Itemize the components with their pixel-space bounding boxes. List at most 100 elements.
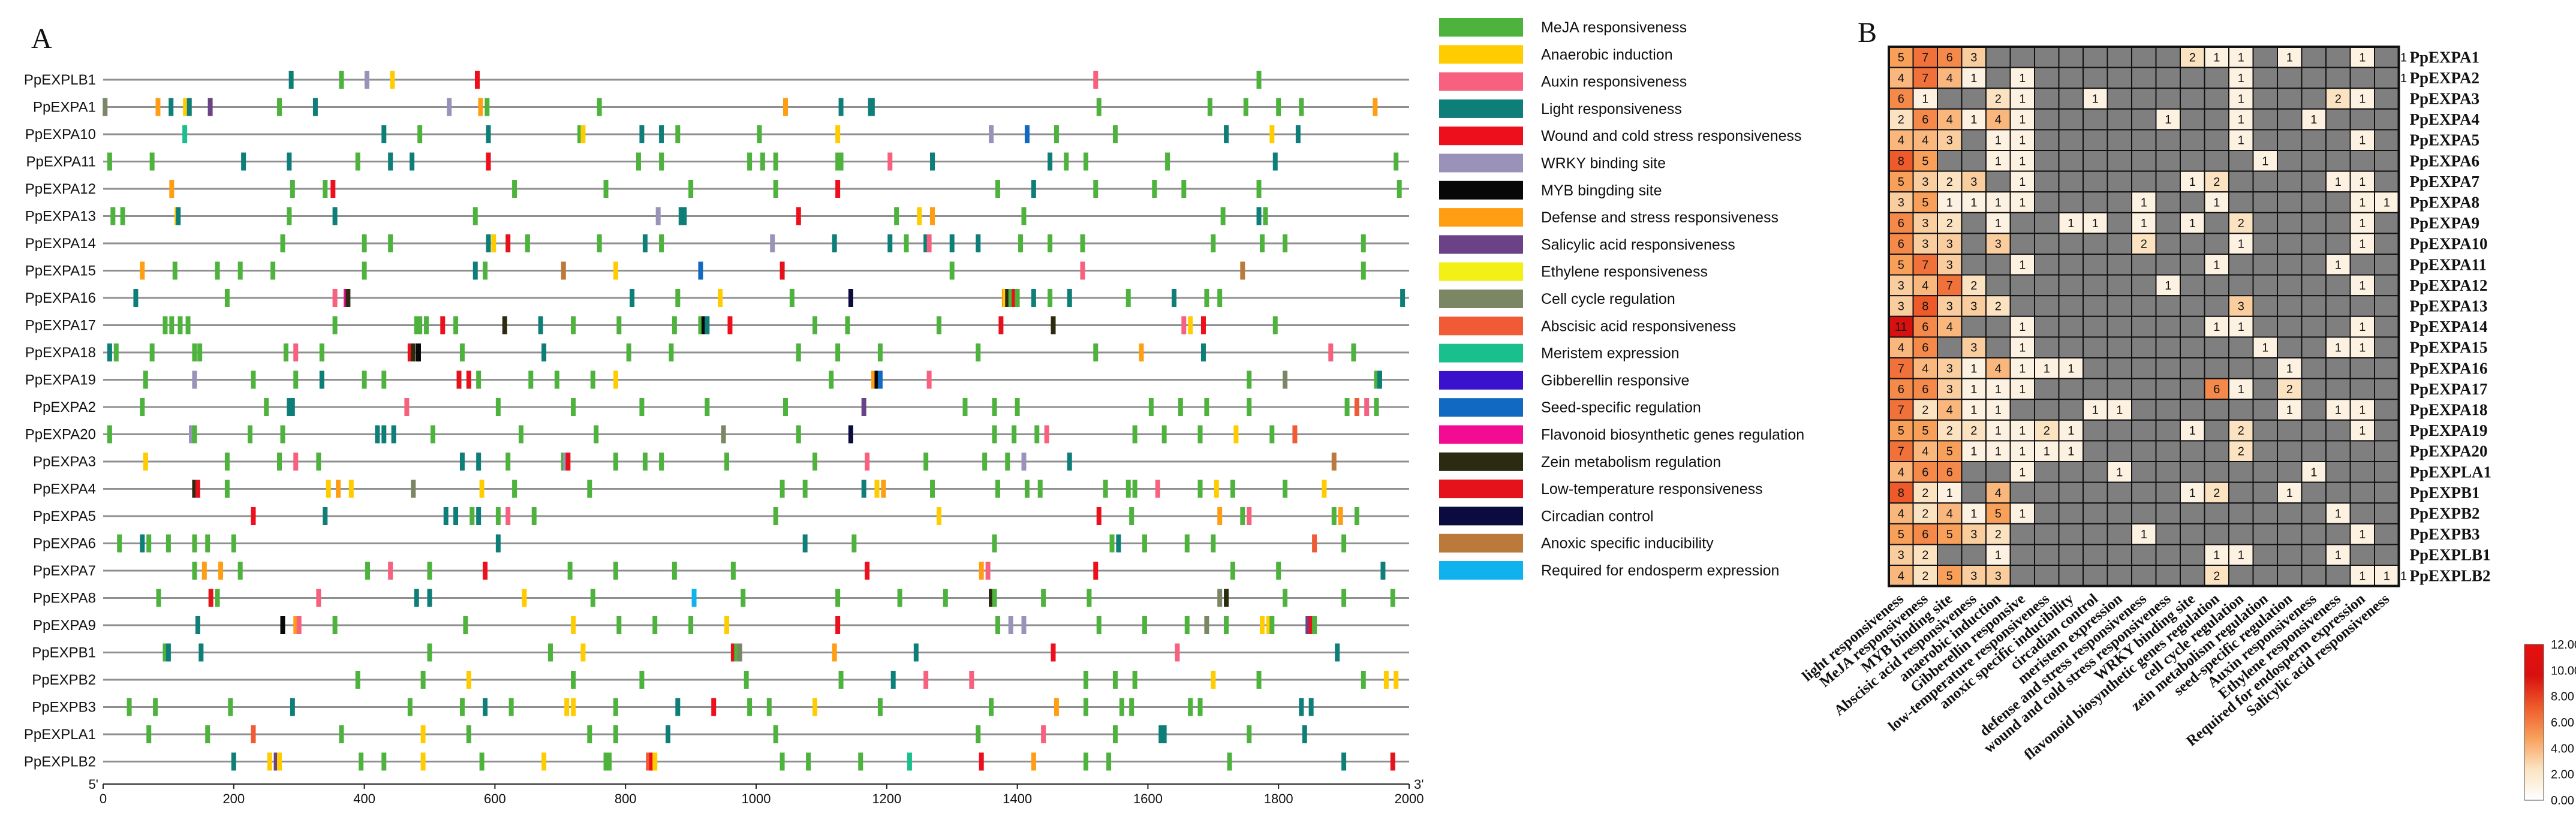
cis-element-mark bbox=[417, 125, 423, 143]
heatmap-cell bbox=[2034, 212, 2060, 234]
cis-element-mark bbox=[874, 370, 880, 389]
heatmap-cell bbox=[2155, 212, 2181, 234]
heatmap-cell-value: 7 bbox=[1898, 404, 1904, 417]
cis-element-mark bbox=[391, 425, 396, 444]
legend-swatch bbox=[1439, 533, 1523, 553]
cis-element-mark bbox=[1005, 289, 1010, 307]
heatmap-cell bbox=[2131, 129, 2157, 151]
cis-element-mark bbox=[1283, 480, 1288, 498]
cis-element-mark bbox=[224, 289, 230, 307]
heatmap-cell bbox=[2009, 544, 2035, 566]
heatmap-cell-value: 3 bbox=[1898, 279, 1904, 293]
heatmap-cell bbox=[2325, 544, 2351, 566]
heatmap-cell bbox=[2009, 523, 2035, 545]
cis-element-mark bbox=[646, 752, 651, 771]
heatmap-cell-value: 1 bbox=[2189, 487, 2196, 500]
heatmap-cell bbox=[2034, 523, 2060, 545]
cis-element-mark bbox=[381, 125, 387, 143]
cis-element-mark bbox=[231, 752, 236, 771]
heatmap-cell bbox=[2131, 150, 2157, 172]
cis-element-mark bbox=[766, 698, 772, 716]
legend-swatch bbox=[1439, 262, 1523, 281]
cis-element-mark bbox=[904, 234, 909, 252]
heatmap-cell bbox=[2058, 88, 2084, 110]
heatmap-cell bbox=[2374, 46, 2400, 68]
heatmap-cell-value: 7 bbox=[1898, 445, 1904, 459]
cis-element-mark bbox=[195, 480, 200, 498]
heatmap-cell-value: 1 bbox=[1970, 362, 1977, 375]
heatmap-cell bbox=[2131, 502, 2157, 524]
heatmap-cell bbox=[2374, 170, 2400, 193]
heatmap-cell bbox=[2252, 212, 2278, 234]
cis-element-mark bbox=[563, 453, 568, 471]
cis-element-mark bbox=[466, 370, 471, 389]
heatmap-cell-value: 1 bbox=[2068, 424, 2074, 438]
heatmap-cell bbox=[2106, 67, 2132, 89]
cis-element-mark bbox=[388, 562, 393, 580]
heatmap-cell-value: 1 bbox=[2335, 258, 2342, 272]
cis-element-mark bbox=[829, 370, 834, 389]
heatmap-cell bbox=[2374, 357, 2400, 379]
heatmap-cell bbox=[2374, 544, 2400, 566]
heatmap-cell bbox=[2374, 481, 2400, 504]
cis-element-mark bbox=[613, 562, 618, 580]
heatmap-cell-value: 1 bbox=[2359, 279, 2366, 293]
heatmap-cell-value: 3 bbox=[1995, 569, 2002, 583]
heatmap-row-label: PpEXPA10 bbox=[2410, 235, 2488, 253]
heatmap-cell-value: 1 bbox=[2019, 383, 2026, 396]
cis-element-mark bbox=[1230, 480, 1235, 498]
heatmap-cell-value: 1 bbox=[2400, 72, 2407, 85]
cis-element-mark bbox=[1256, 207, 1262, 225]
cis-element-mark bbox=[773, 180, 778, 198]
heatmap-cell bbox=[2131, 419, 2157, 442]
cis-element-mark bbox=[590, 589, 595, 607]
heatmap-row-label: PpEXPA6 bbox=[2410, 152, 2480, 170]
heatmap-cell bbox=[1985, 315, 2011, 338]
cis-element-mark bbox=[1220, 207, 1226, 225]
heatmap-cell bbox=[2083, 67, 2108, 89]
heatmap-cell-value: 8 bbox=[1898, 155, 1904, 168]
heatmap-cell bbox=[2106, 336, 2132, 359]
heatmap-cell bbox=[2155, 399, 2181, 421]
cis-element-mark bbox=[1233, 425, 1239, 444]
heatmap-cell-value: 2 bbox=[2238, 445, 2244, 459]
cis-element-mark bbox=[724, 616, 729, 634]
cis-element-mark bbox=[381, 752, 387, 771]
cis-element-mark bbox=[926, 234, 932, 252]
heatmap-cell bbox=[2131, 440, 2157, 463]
cis-element-mark bbox=[459, 453, 465, 471]
cis-element-mark bbox=[287, 152, 292, 171]
cis-element-mark bbox=[522, 589, 527, 607]
cis-element-mark bbox=[998, 316, 1004, 334]
cis-element-mark bbox=[979, 562, 984, 580]
heatmap-cell-value: 4 bbox=[1922, 445, 1928, 459]
heatmap-cell bbox=[1937, 67, 1963, 89]
heatmap-cell bbox=[2277, 254, 2303, 276]
legend-swatch bbox=[1439, 153, 1523, 173]
heatmap-cell bbox=[2009, 399, 2035, 421]
heatmap-row-label: PpEXPA9 bbox=[2410, 214, 2480, 232]
cis-element-mark bbox=[1178, 398, 1183, 416]
heatmap-cell bbox=[2252, 336, 2278, 359]
cis-element-mark bbox=[1224, 589, 1229, 607]
heatmap-cell bbox=[2155, 336, 2181, 359]
heatmap-cell bbox=[2106, 150, 2132, 172]
heatmap-cell bbox=[2301, 254, 2327, 276]
cis-element-mark bbox=[1400, 289, 1406, 307]
cis-element-mark bbox=[280, 616, 285, 634]
heatmap-cell bbox=[1912, 502, 1938, 524]
cis-element-mark bbox=[1338, 507, 1343, 525]
heatmap-cell-value: 4 bbox=[1995, 362, 2002, 375]
cis-element-mark bbox=[1380, 562, 1386, 580]
heatmap-cell bbox=[2180, 150, 2205, 172]
heatmap-cell bbox=[2277, 440, 2303, 463]
heatmap-cell-value: 3 bbox=[1898, 197, 1904, 210]
cis-element-mark bbox=[287, 398, 292, 416]
cis-element-mark bbox=[1112, 671, 1118, 689]
heatmap-cell bbox=[2106, 315, 2132, 338]
heatmap-cell-value: 5 bbox=[1922, 424, 1928, 438]
heatmap-cell bbox=[2009, 233, 2035, 255]
heatmap-cell-value: 1 bbox=[2044, 362, 2050, 375]
heatmap-cell bbox=[2131, 544, 2157, 566]
heatmap-cell bbox=[1888, 191, 1914, 213]
